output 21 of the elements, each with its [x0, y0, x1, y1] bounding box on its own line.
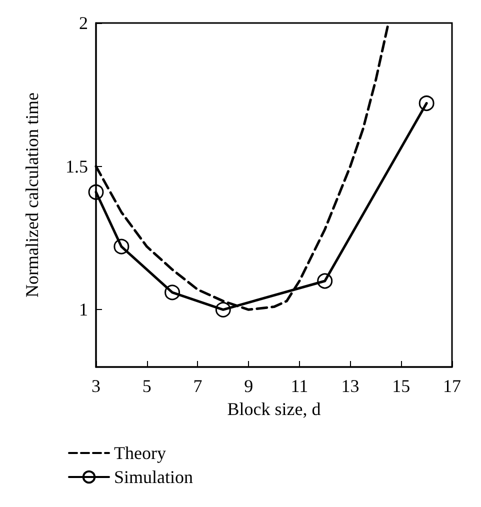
point: [114, 238, 130, 254]
legend-label: Theory: [114, 443, 166, 463]
x-tick-label: 3: [92, 376, 100, 396]
y-tick-label: 2: [79, 13, 88, 33]
point: [88, 184, 104, 200]
x-tick-label: 5: [142, 376, 152, 396]
y-axis-title: Normalized calculation time: [22, 92, 42, 298]
x-tick-label: 9: [244, 376, 254, 396]
x-tick-label: 17: [443, 376, 461, 396]
y-tick-label: 1: [79, 300, 88, 320]
x-tick-label: 11: [290, 376, 308, 396]
point: [418, 96, 434, 112]
x-axis-title: Block size, d: [227, 398, 321, 419]
point: [215, 302, 231, 318]
point: [164, 284, 180, 300]
x-tick-label: 13: [341, 376, 360, 396]
legend-label: Simulation: [114, 467, 194, 487]
y-tick-label: 1.5: [66, 156, 88, 176]
x-tick-label: 15: [392, 376, 410, 396]
point: [317, 273, 333, 289]
x-tick-label: 7: [193, 376, 202, 396]
